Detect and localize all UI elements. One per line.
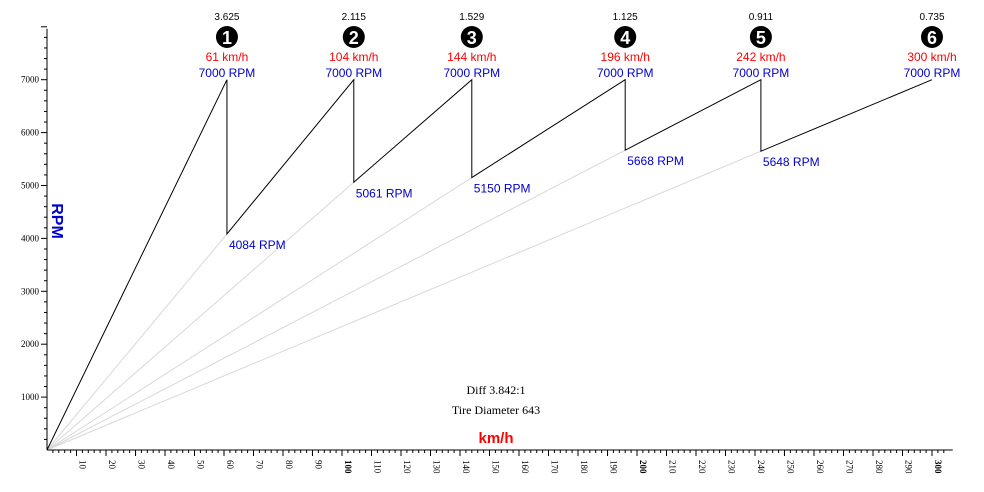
x-tick-label: 300 bbox=[933, 460, 943, 474]
y-tick-label: 3000 bbox=[21, 286, 40, 296]
y-tick-label: 1000 bbox=[21, 392, 40, 402]
gear-number: 4 bbox=[620, 28, 630, 48]
x-tick-label: 80 bbox=[284, 460, 294, 470]
gear-labels: 3.625 1 61 km/h 7000 RPM 4084 RPM 2.115 2 104 k… bbox=[199, 12, 961, 252]
gear-number: 2 bbox=[349, 28, 359, 48]
x-tick-label: 190 bbox=[609, 460, 619, 474]
gear-reference-line bbox=[46, 177, 473, 451]
x-tick-label: 60 bbox=[225, 460, 235, 470]
gear-badge bbox=[749, 26, 772, 48]
gear-reference-line bbox=[46, 149, 626, 451]
y-tick-label: 5000 bbox=[21, 181, 40, 191]
gear-ratio-label: 3.625 bbox=[214, 12, 239, 23]
x-tick-label: 230 bbox=[727, 460, 737, 474]
y-tick-label: 7000 bbox=[21, 75, 40, 85]
y-tick-label: 4000 bbox=[21, 233, 40, 243]
gear-reference-line bbox=[46, 150, 762, 451]
x-tick-label: 20 bbox=[107, 460, 117, 470]
gear-ratio-label: 2.115 bbox=[342, 12, 367, 23]
gear-number: 5 bbox=[756, 28, 766, 48]
shift-drop-rpm-label: 4084 RPM bbox=[229, 238, 286, 252]
shift-drop-rpm-label: 5668 RPM bbox=[627, 154, 684, 168]
gear-speed-label: 104 km/h bbox=[329, 50, 378, 64]
y-axis-title: RPM bbox=[48, 203, 65, 239]
gear-badge bbox=[342, 26, 365, 48]
gear-badge bbox=[460, 26, 483, 48]
x-tick-label: 100 bbox=[343, 460, 353, 474]
gear-rpm-label: 7000 RPM bbox=[443, 66, 500, 80]
gear-ratio-label: 1.125 bbox=[613, 12, 638, 23]
x-tick-label: 120 bbox=[402, 460, 412, 474]
x-tick-label: 240 bbox=[756, 460, 766, 474]
x-tick-label: 170 bbox=[550, 460, 560, 474]
x-tick-label: 40 bbox=[166, 460, 176, 470]
gear-rpm-label: 7000 RPM bbox=[733, 66, 790, 80]
shift-drop-rpm-label: 5150 RPM bbox=[474, 182, 531, 196]
gear-speed-label: 196 km/h bbox=[601, 50, 650, 64]
shift-line bbox=[46, 78, 933, 451]
x-tick-label: 140 bbox=[461, 460, 471, 474]
gear-speed-label: 242 km/h bbox=[736, 50, 785, 64]
shift-drop-rpm-label: 5061 RPM bbox=[356, 186, 413, 200]
x-tick-label: 50 bbox=[196, 460, 206, 470]
y-tick-label: 6000 bbox=[21, 128, 40, 138]
x-tick-label: 10 bbox=[78, 460, 88, 470]
gear-rpm-label: 7000 RPM bbox=[597, 66, 654, 80]
x-tick-label: 130 bbox=[432, 460, 442, 474]
gear-rpm-label: 7000 RPM bbox=[904, 66, 961, 80]
gear-rpm-label: 7000 RPM bbox=[325, 66, 382, 80]
gear-number: 3 bbox=[467, 28, 477, 48]
gear-reference-line bbox=[46, 181, 355, 451]
x-tick-label: 30 bbox=[137, 460, 147, 470]
x-tick-label: 90 bbox=[314, 460, 324, 470]
gear-badge bbox=[921, 26, 943, 48]
x-tick-label: 110 bbox=[373, 460, 383, 474]
x-tick-label: 160 bbox=[520, 460, 530, 474]
tire-annotation: Tire Diameter 643 bbox=[452, 403, 540, 417]
reference-lines bbox=[46, 149, 762, 451]
x-tick-label: 290 bbox=[904, 460, 914, 474]
gear-badge bbox=[614, 26, 637, 48]
gear-ratio-label: 0.735 bbox=[919, 12, 944, 23]
x-tick-label: 280 bbox=[874, 460, 884, 474]
gear-speed-label: 300 km/h bbox=[907, 50, 956, 64]
diff-annotation: Diff 3.842:1 bbox=[466, 383, 525, 397]
shift-drop-rpm-label: 5648 RPM bbox=[763, 155, 820, 169]
x-tick-label: 250 bbox=[786, 460, 796, 474]
gear-badge bbox=[215, 26, 238, 48]
gear-number: 1 bbox=[222, 28, 232, 48]
gear-speed-label: 61 km/h bbox=[206, 50, 249, 64]
axes: 10 20 30 40 50 60 70 80 90 100 110 120 130 140 150 160 1… bbox=[21, 26, 953, 474]
x-tick-label: 220 bbox=[697, 460, 707, 474]
shift-series bbox=[46, 78, 933, 451]
x-tick-label: 70 bbox=[255, 460, 265, 470]
x-axis-title: km/h bbox=[478, 430, 513, 447]
x-tick-label: 150 bbox=[491, 460, 501, 474]
gear-reference-line bbox=[46, 233, 228, 451]
gear-ratio-label: 1.529 bbox=[459, 12, 484, 23]
gear-speed-label: 144 km/h bbox=[447, 50, 496, 64]
gear-ratio-label: 0.911 bbox=[749, 12, 774, 23]
x-tick-label: 180 bbox=[579, 460, 589, 474]
y-tick-label: 2000 bbox=[21, 339, 40, 349]
x-tick-label: 200 bbox=[638, 460, 648, 474]
gear-number: 6 bbox=[927, 28, 937, 48]
x-tick-label: 260 bbox=[815, 460, 825, 474]
x-tick-label: 270 bbox=[845, 460, 855, 474]
gear-rpm-label: 7000 RPM bbox=[199, 66, 256, 80]
x-tick-label: 210 bbox=[668, 460, 678, 474]
